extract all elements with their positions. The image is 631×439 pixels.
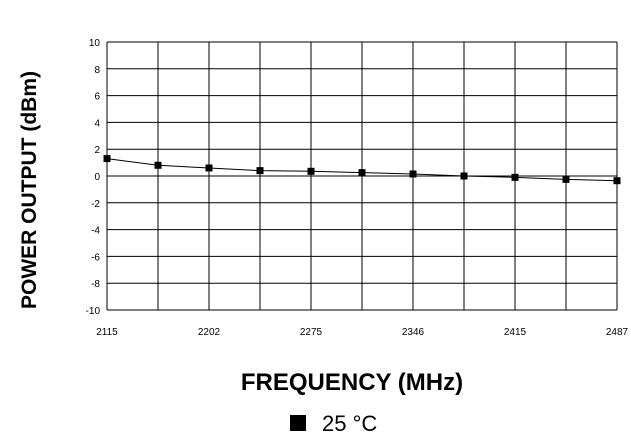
data-point — [358, 169, 366, 177]
y-tick-label: -2 — [91, 199, 100, 210]
data-point — [256, 167, 264, 175]
y-tick-label: 2 — [94, 145, 100, 156]
x-tick-label: 2346 — [402, 327, 425, 338]
y-tick-label: 0 — [94, 172, 100, 183]
data-point — [613, 177, 621, 185]
grid — [106, 41, 618, 311]
y-tick-label: 6 — [94, 92, 100, 103]
x-axis-ticks: 2115 2202 2275 2346 2415 2487 — [96, 327, 628, 338]
legend: 25 °C — [290, 411, 377, 436]
y-tick-label: 8 — [94, 65, 100, 76]
data-point — [307, 167, 315, 175]
y-axis-ticks: 10 8 6 4 2 0 -2 -4 -6 -8 -10 — [86, 38, 101, 317]
x-axis-label: FREQUENCY (MHz) — [241, 369, 463, 396]
y-tick-label: 4 — [94, 118, 100, 129]
y-tick-label: -8 — [91, 279, 100, 290]
y-tick-label: -6 — [91, 252, 100, 263]
y-axis-label: POWER OUTPUT (dBm) — [18, 71, 41, 309]
y-tick-label: -10 — [86, 306, 101, 317]
data-point — [205, 164, 213, 172]
data-point — [154, 161, 162, 169]
data-point — [460, 172, 468, 180]
data-point — [103, 155, 111, 163]
y-tick-label: -4 — [91, 226, 100, 237]
x-tick-label: 2115 — [96, 327, 118, 338]
x-tick-label: 2202 — [198, 327, 221, 338]
x-tick-label: 2487 — [606, 327, 629, 338]
y-tick-label: 10 — [89, 38, 101, 49]
series-group — [103, 155, 621, 185]
data-point — [409, 170, 417, 178]
legend-marker — [290, 415, 306, 431]
x-tick-label: 2275 — [300, 327, 323, 338]
x-tick-label: 2415 — [504, 327, 527, 338]
legend-label: 25 °C — [322, 411, 377, 436]
data-point — [511, 173, 519, 181]
data-point — [562, 175, 570, 183]
